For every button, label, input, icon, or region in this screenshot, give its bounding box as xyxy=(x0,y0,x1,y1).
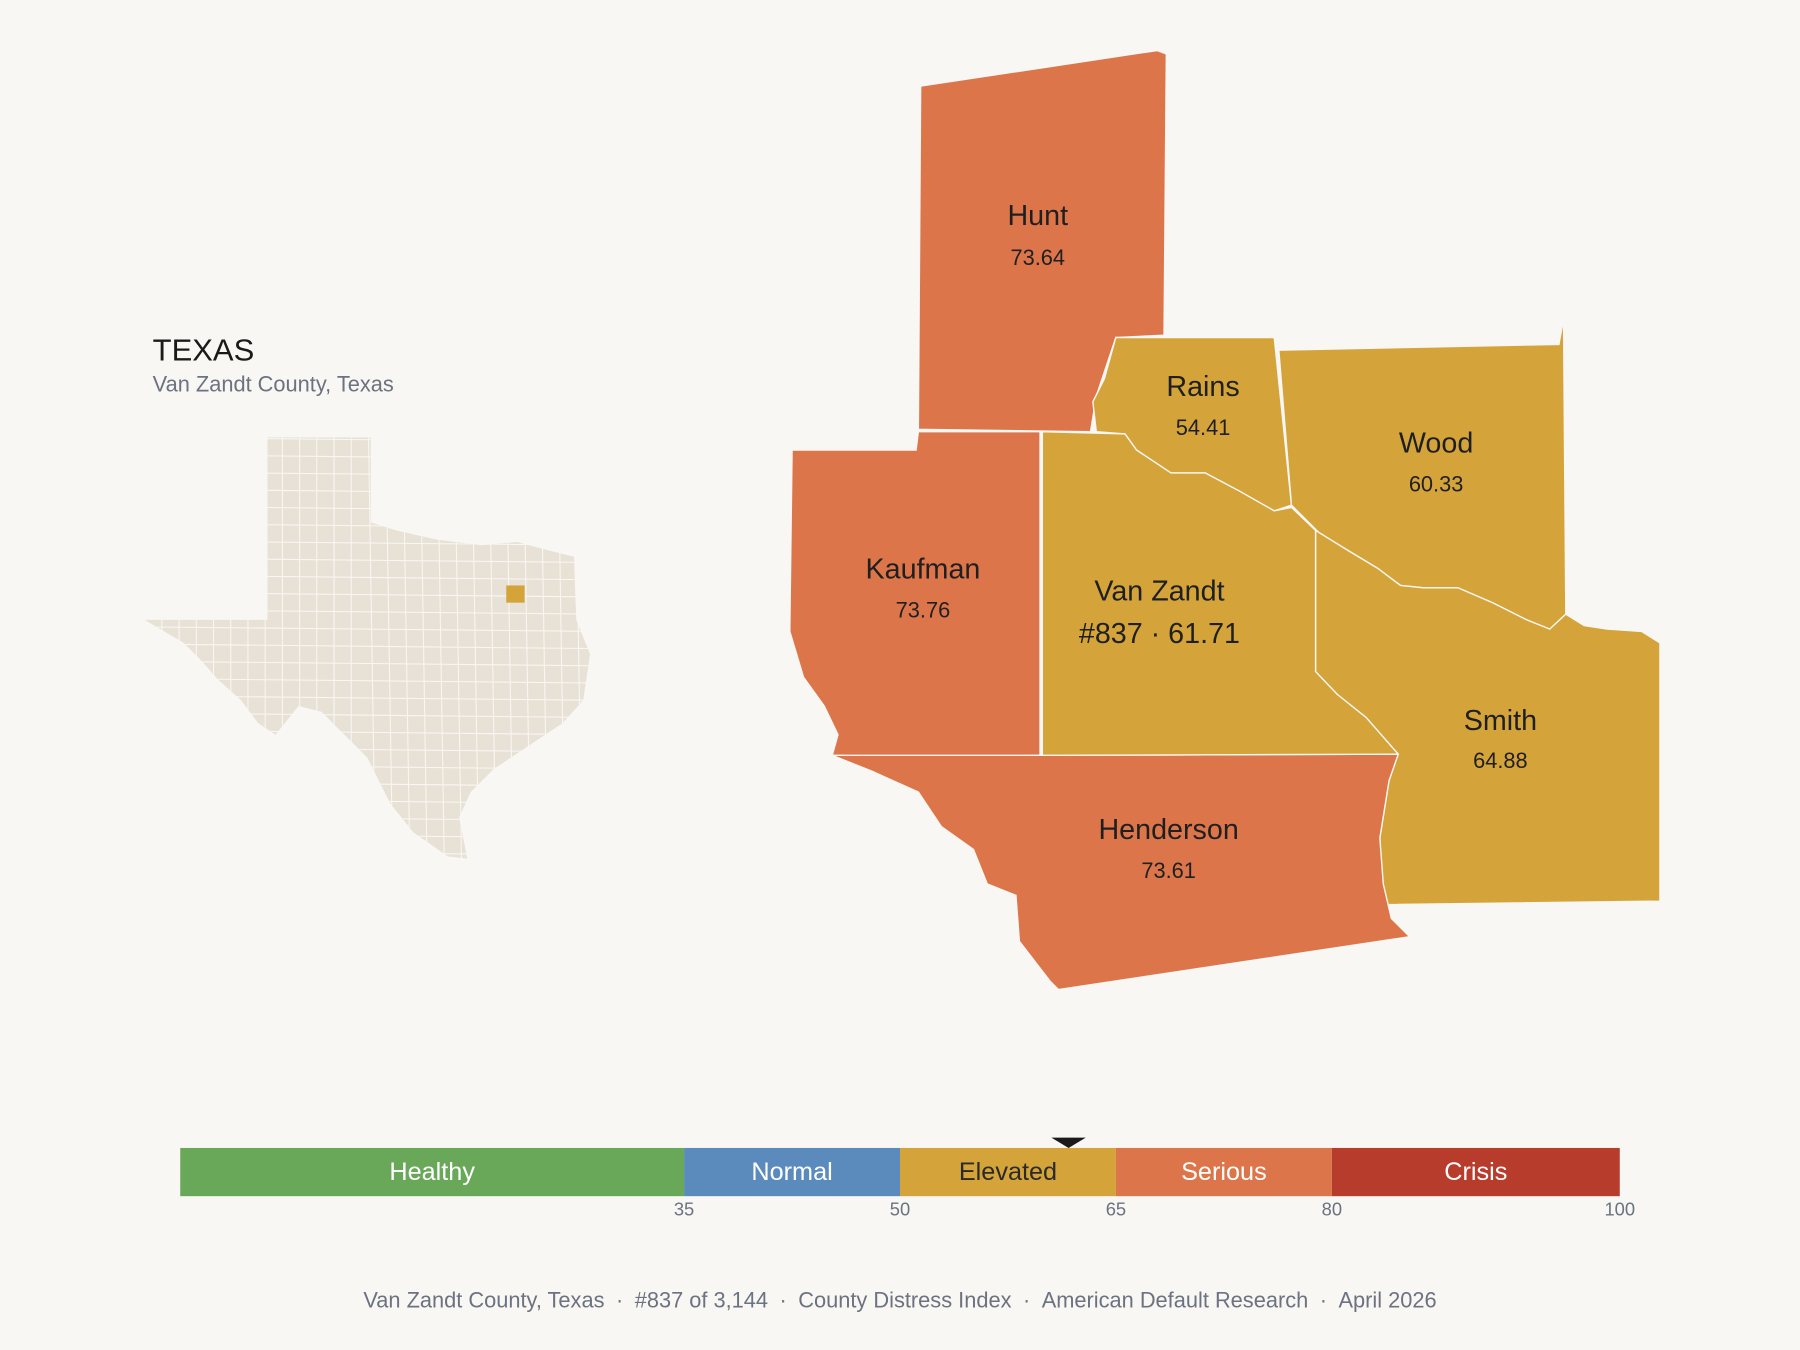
scale-segment xyxy=(180,1147,685,1197)
county-value: 60.33 xyxy=(1409,471,1464,496)
footer-separator: · xyxy=(1023,1288,1030,1313)
scale-segment-label: Healthy xyxy=(389,1158,475,1186)
scale-tick-label: 50 xyxy=(890,1199,910,1220)
county-shape xyxy=(832,753,1412,991)
county-shape xyxy=(789,430,1041,759)
texas-shape xyxy=(144,437,591,859)
county-name: Wood xyxy=(1399,427,1473,459)
footer-item: April 2026 xyxy=(1338,1288,1436,1313)
county-name: Smith xyxy=(1464,705,1537,737)
footer-item: County Distress Index xyxy=(798,1288,1011,1313)
county-value: 73.76 xyxy=(896,598,951,623)
distress-scale: Healthy Normal Elevated Serious Crisis 35 50 65… xyxy=(180,1137,1635,1220)
counties xyxy=(789,49,1661,991)
texas-highlight xyxy=(506,585,525,603)
county-rank-value: #837 · 61.71 xyxy=(1079,618,1240,650)
footer-separator: · xyxy=(1320,1288,1327,1313)
scale-segment-label: Serious xyxy=(1181,1158,1267,1186)
footer-separator: · xyxy=(780,1288,787,1313)
scale-segment-label: Normal xyxy=(751,1158,832,1186)
footer-separator: · xyxy=(616,1288,623,1313)
scale-tick-label: 100 xyxy=(1604,1199,1635,1220)
scale-segment-label: Elevated xyxy=(959,1158,1057,1186)
county-name: Henderson xyxy=(1098,814,1238,846)
scale-tick-label: 65 xyxy=(1106,1199,1126,1220)
county-value: 73.61 xyxy=(1141,858,1196,883)
county-name: Rains xyxy=(1166,371,1239,403)
county-name: Van Zandt xyxy=(1094,575,1224,607)
texas-county-line xyxy=(144,660,591,667)
county-value: 73.64 xyxy=(1010,245,1065,270)
scale-segment xyxy=(684,1147,900,1197)
county-value: 64.88 xyxy=(1473,748,1528,773)
footer-item: #837 of 3,144 xyxy=(635,1288,768,1313)
scale-tick-label: 35 xyxy=(674,1199,694,1220)
footer: Van Zandt County, Texas · #837 of 3,144 · Co… xyxy=(363,1288,1436,1313)
scale-tick-label: 80 xyxy=(1322,1199,1342,1220)
scale-segment xyxy=(900,1147,1116,1197)
scale-marker xyxy=(1051,1137,1086,1148)
county-shape-selected xyxy=(1041,430,1399,757)
scale-segment xyxy=(1331,1147,1620,1197)
texas-county-line xyxy=(144,626,591,632)
scale-segment xyxy=(1115,1147,1332,1197)
inset-subtitle: Van Zandt County, Texas xyxy=(153,371,394,396)
county-name: Hunt xyxy=(1007,200,1068,232)
texas-county-line xyxy=(144,643,591,650)
inset-title: TEXAS xyxy=(153,332,255,367)
scale-segment-label: Crisis xyxy=(1444,1158,1507,1186)
county-value: 54.41 xyxy=(1176,415,1231,440)
footer-item: American Default Research xyxy=(1042,1288,1309,1313)
footer-item: Van Zandt County, Texas xyxy=(363,1288,604,1313)
county-name: Kaufman xyxy=(866,554,981,586)
county-labels: Hunt 73.64 Rains 54.41 Wood 60.33 Kaufma… xyxy=(866,200,1538,883)
